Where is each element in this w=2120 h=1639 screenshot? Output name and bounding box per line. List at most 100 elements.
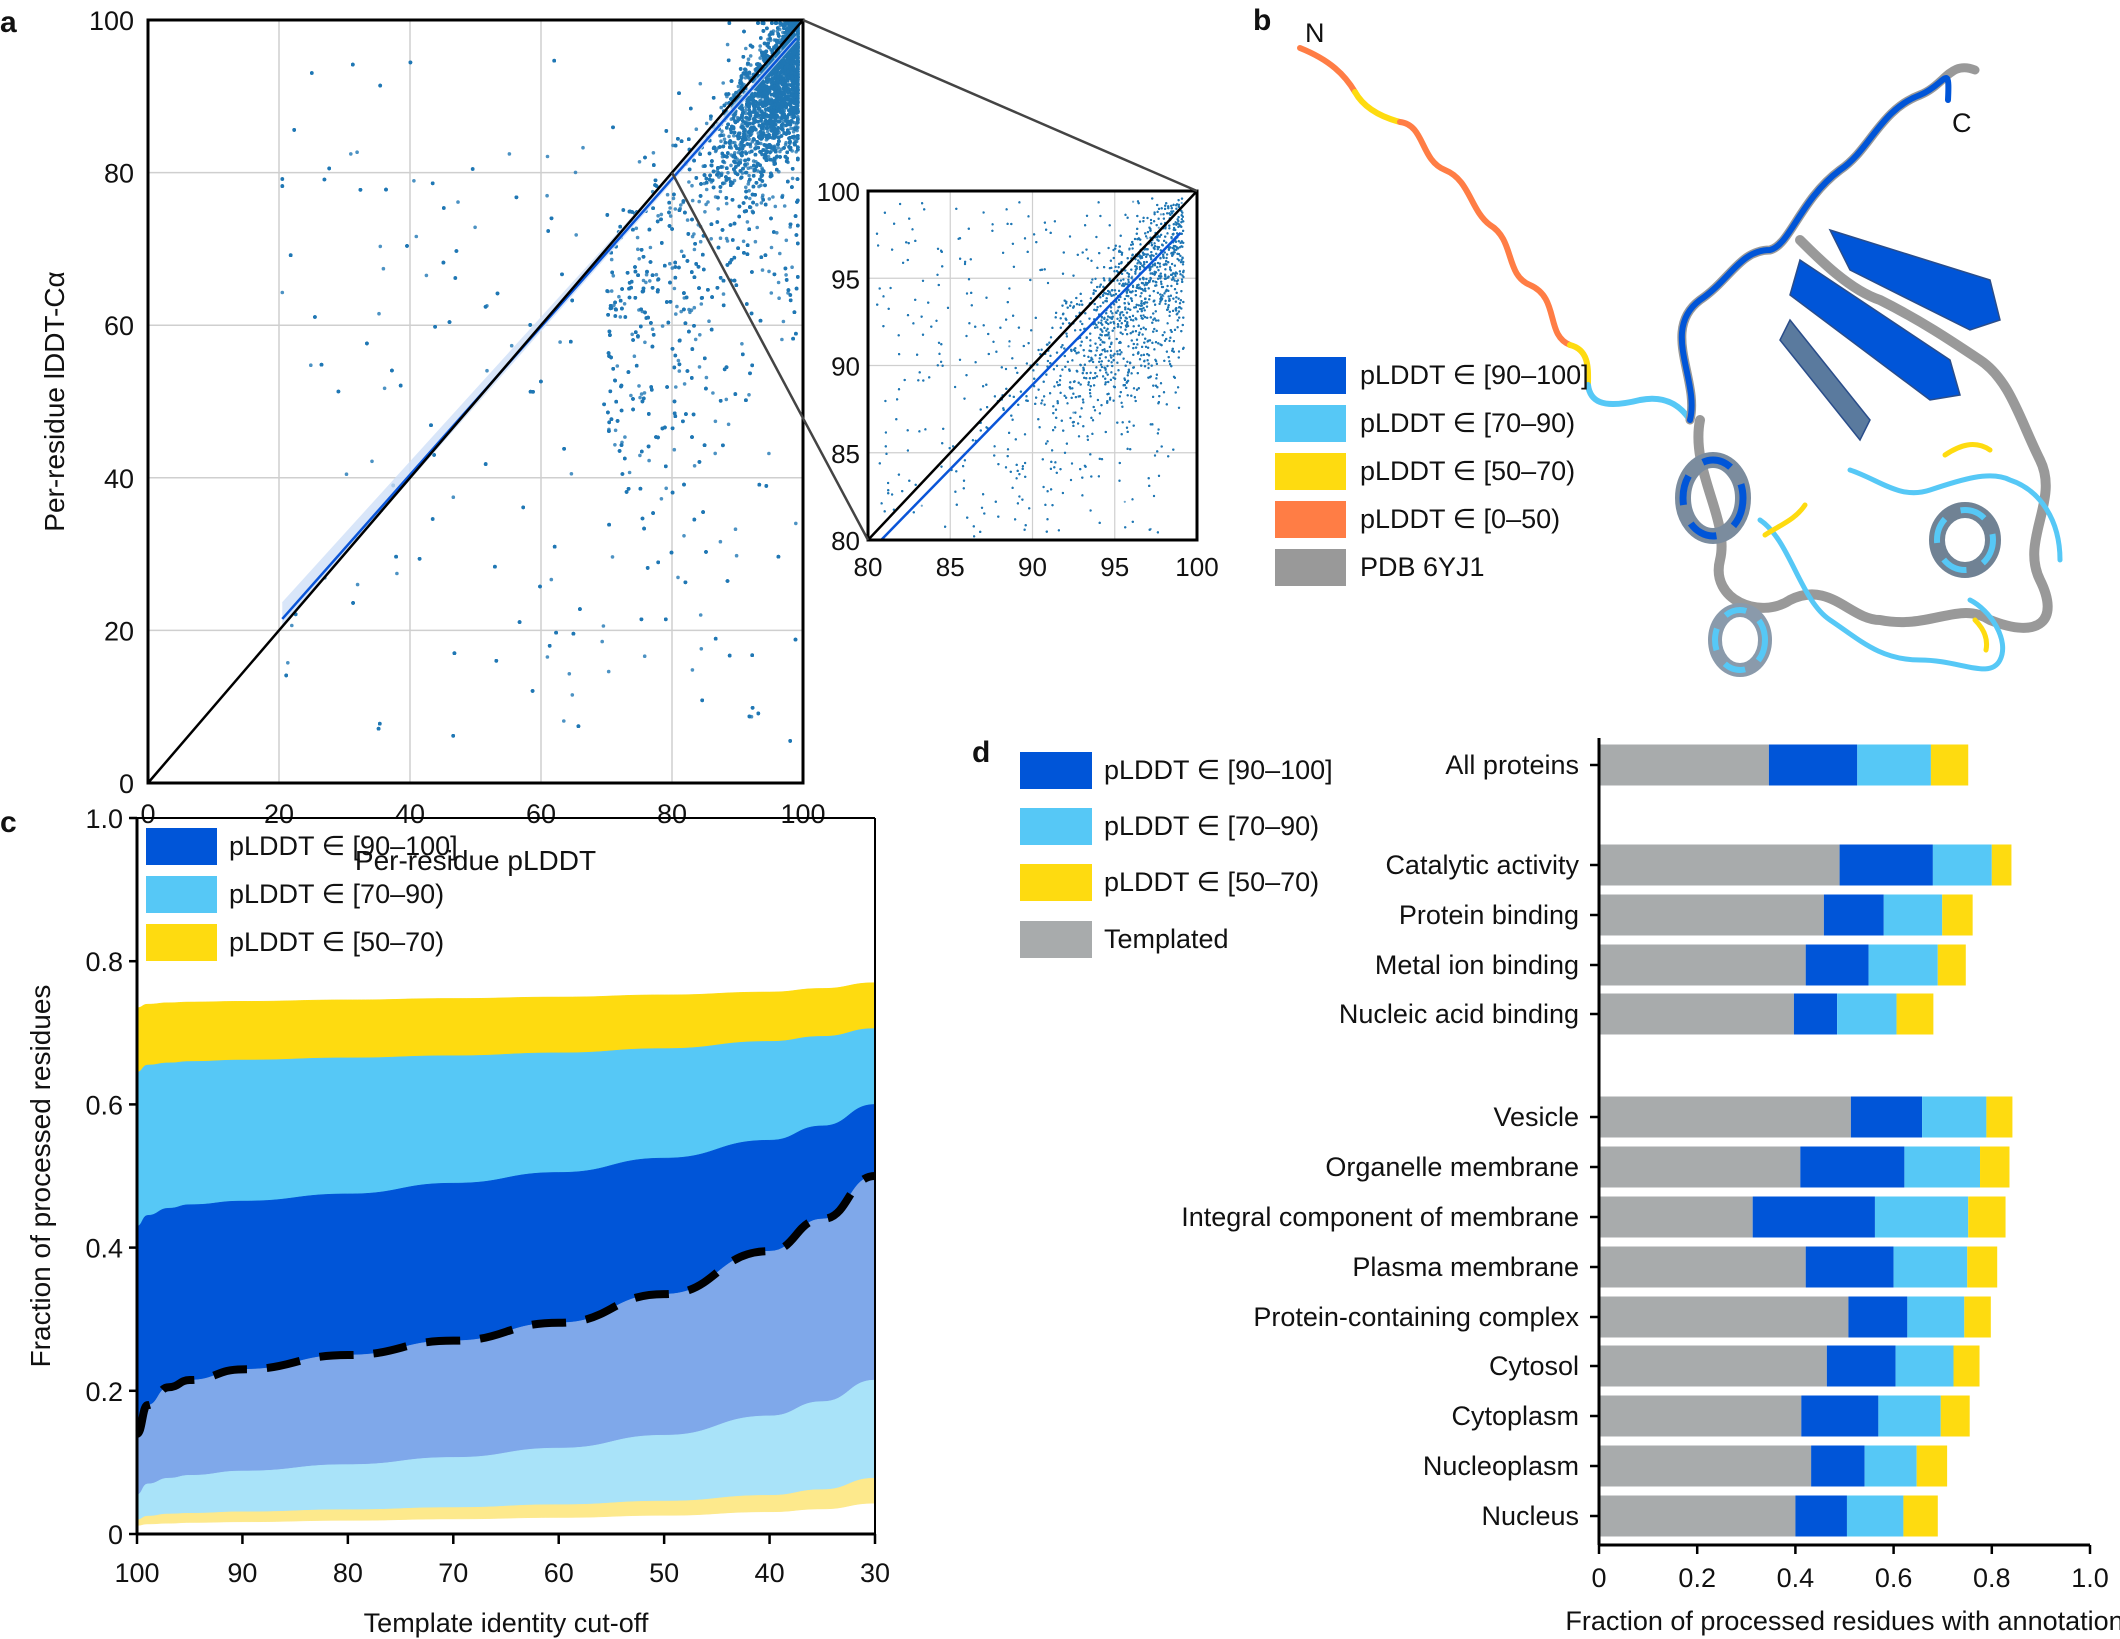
scatter-point (758, 44, 762, 48)
scatter-point (451, 495, 456, 500)
scatter-point (635, 235, 640, 240)
scatter-point (758, 56, 762, 60)
scatter-point (545, 193, 549, 198)
scatter-point (632, 354, 637, 359)
scatter-point (767, 269, 771, 274)
scatter-point (641, 278, 646, 283)
scatter-point (638, 453, 642, 458)
scatter-point (618, 315, 623, 319)
scatter-point (760, 268, 765, 272)
scatter-point (719, 105, 723, 110)
scatter-point (748, 54, 753, 58)
scatter-point (755, 202, 759, 207)
scatter-point (620, 440, 624, 445)
scatter-point (748, 196, 752, 201)
scatter-point (581, 145, 585, 150)
scatter-point (721, 81, 725, 85)
scatter-point (725, 239, 730, 243)
scatter-point (456, 200, 460, 204)
scatter-point (644, 272, 649, 277)
scatter-point (613, 443, 617, 447)
scatter-point (743, 108, 748, 113)
scatter-point (761, 193, 765, 198)
scatter-point (665, 192, 670, 197)
scatter-point (724, 397, 729, 402)
scatter-point (573, 170, 578, 175)
scatter-point (778, 251, 782, 256)
scatter-point (709, 237, 713, 241)
scatter-point (651, 151, 656, 155)
scatter-point (729, 163, 733, 168)
scatter-point (670, 266, 675, 270)
scatter-point (507, 152, 512, 156)
scatter-point (309, 363, 313, 368)
scatter-point (753, 239, 758, 244)
scatter-point (609, 257, 614, 262)
scatter-point (687, 180, 691, 184)
scatter-point (769, 291, 774, 295)
scatter-point (704, 202, 708, 207)
scatter-point (609, 289, 614, 293)
scatter-point (747, 173, 751, 178)
scatter-point (747, 393, 751, 397)
scatter-point (769, 245, 774, 250)
scatter-point (611, 274, 616, 278)
scatter-point (747, 188, 751, 193)
scatter-point (759, 201, 764, 205)
scatter-point (485, 368, 489, 373)
scatter-point (612, 303, 616, 308)
scatter-point (699, 647, 704, 651)
scatter-point (677, 369, 682, 373)
scatter-point (742, 82, 746, 87)
scatter-point (638, 395, 642, 400)
scatter-point (286, 661, 290, 665)
scatter-point (642, 391, 647, 395)
scatter-point (664, 486, 668, 491)
scatter-point (647, 458, 651, 463)
scatter-point (766, 154, 771, 159)
scatter-point (713, 149, 718, 154)
scatter-point (290, 623, 294, 628)
scatter-point (790, 176, 795, 181)
scatter-point (659, 212, 664, 217)
scatter-point (601, 624, 606, 628)
scatter-point (732, 133, 736, 138)
scatter-point (760, 166, 764, 170)
scatter-point (558, 340, 562, 344)
scatter-point (780, 337, 784, 342)
scatter-point (747, 137, 751, 141)
scatter-point (672, 447, 677, 452)
scatter-point (720, 129, 724, 133)
scatter-point (381, 266, 386, 271)
scatter-point (794, 521, 798, 526)
scatter-point (650, 327, 655, 332)
panel-letter-b: b (1253, 4, 1272, 37)
scatter-point (637, 160, 642, 164)
scatter-point (675, 304, 679, 309)
scatter-point (280, 290, 285, 295)
scatter-point (776, 146, 780, 150)
scatter-point (719, 139, 723, 143)
scatter-point (659, 497, 664, 501)
scatter-point (629, 393, 633, 398)
scatter-point (676, 358, 681, 363)
scatter-point (634, 226, 639, 231)
scatter-point (627, 470, 632, 475)
scatter-point (746, 57, 751, 61)
scatter-point (613, 428, 618, 433)
scatter-point (509, 343, 514, 348)
scatter-point (623, 435, 627, 439)
scatter-point (722, 137, 727, 141)
scatter-point (382, 386, 387, 391)
scatter-point (656, 214, 660, 218)
scatter-point (378, 244, 383, 249)
scatter-point (713, 451, 717, 456)
scatter-point (412, 179, 416, 183)
scatter-point (776, 280, 781, 285)
scatter-point (716, 207, 720, 211)
scatter-point (718, 236, 723, 240)
scatter-point (704, 121, 709, 126)
scatter-point (775, 29, 780, 34)
